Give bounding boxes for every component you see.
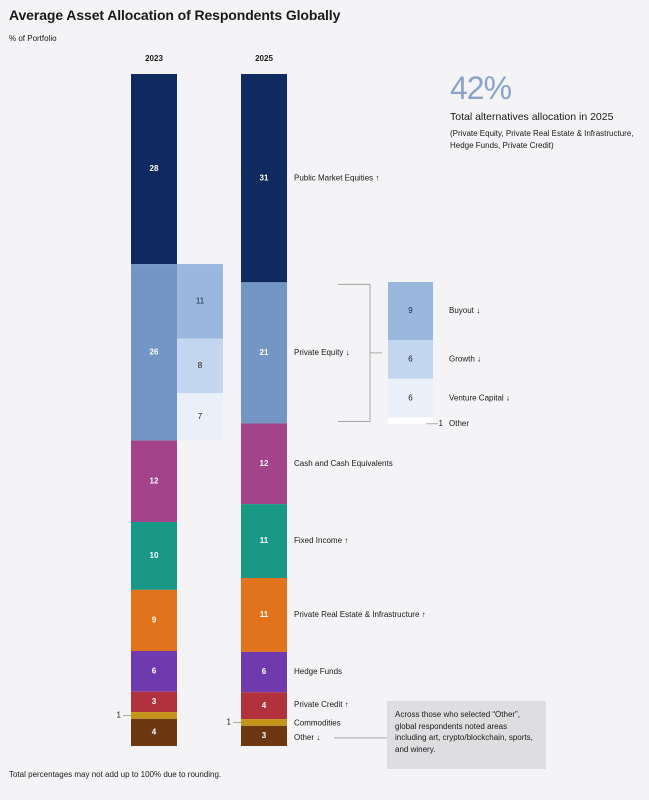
chart-title: Average Asset Allocation of Respondents … [9,7,341,23]
data-label-2025-commodities: 1 [227,718,232,727]
breakdown-label-2023-buyout: 11 [196,297,205,306]
breakdown-category-2025-buyout: Buyout ↓ [449,306,480,315]
breakdown-category-2025-venture-capital: Venture Capital ↓ [449,393,510,402]
headline-note: (Private Equity, Private Real Estate & I… [450,129,634,150]
category-label-cash-and-cash-equivalents: Cash and Cash Equivalents [294,459,393,468]
data-label-2025-fixed-income: 11 [260,536,269,545]
data-label-2023-fixed-income: 10 [150,551,159,560]
breakdown-2023-venture-capital [177,393,223,441]
category-label-private-real-estate-and-infrastructure: Private Real Estate & Infrastructure ↑ [294,610,426,619]
footnote: Total percentages may not add up to 100%… [9,770,222,779]
data-label-2023-hedge-funds: 6 [152,666,157,675]
bar-2025-hedge-funds [241,651,287,693]
bar-2025-private-credit [241,692,287,720]
breakdown-label-2023-growth: 8 [198,361,203,370]
bar-2023-other [131,718,177,746]
bar-2025-public-market-equities [241,74,287,283]
bar-2023-fixed-income [131,522,177,590]
data-label-2023-other: 4 [152,728,157,737]
data-label-2023-private-equity: 26 [150,347,159,356]
breakdown-2023-growth [177,338,223,394]
breakdown-label-2025-growth: 6 [408,355,413,364]
data-label-2023-cash-and-cash-equivalents: 12 [150,476,159,485]
data-label-2023-private-real-estate-and-infrastructure: 9 [152,616,157,625]
category-label-commodities: Commodities [294,719,341,728]
bar-2023-commodities [131,712,177,719]
bar-2025-private-real-estate-and-infrastructure [241,578,287,652]
bar-2023-private-equity [131,264,177,441]
breakdown-2023-buyout [177,264,223,339]
headline-value: 42% [450,70,512,106]
column-header-2025: 2025 [255,54,273,63]
breakdown-2025-venture-capital [388,378,433,418]
data-label-2025-other: 3 [262,731,267,740]
category-label-private-equity: Private Equity ↓ [294,348,350,357]
breakdown-2025-buyout [388,282,433,341]
breakdown-2025-growth [388,340,433,379]
data-label-2023-commodities: 1 [117,711,122,720]
category-label-fixed-income: Fixed Income ↑ [294,536,348,545]
bar-2023-hedge-funds [131,650,177,692]
column-header-2023: 2023 [145,54,163,63]
breakdown-label-2025-buyout: 9 [408,306,413,315]
data-label-2025-private-real-estate-and-infrastructure: 11 [260,610,269,619]
bar-2023-cash-and-cash-equivalents [131,440,177,522]
data-label-2025-public-market-equities: 31 [260,173,269,182]
breakdown-2025-other [388,417,433,424]
bar-2023-private-credit [131,691,177,713]
bar-2025-other [241,725,287,746]
bar-2025-fixed-income [241,504,287,578]
data-label-2025-hedge-funds: 6 [262,667,267,676]
breakdown-label-2023-venture-capital: 7 [198,412,203,421]
category-label-private-credit: Private Credit ↑ [294,700,349,709]
data-label-2023-private-credit: 3 [152,697,157,706]
bar-2023-private-real-estate-and-infrastructure [131,589,177,651]
category-label-other: Other ↓ [294,733,320,742]
bar-2025-private-equity [241,282,287,424]
breakdown-category-2025-growth: Growth ↓ [449,355,481,364]
data-label-2025-cash-and-cash-equivalents: 12 [260,459,269,468]
breakdown-label-2025-venture-capital: 6 [408,393,413,402]
other-note-box: Across those who selected “Other”, globa… [387,701,546,769]
headline-label: Total alternatives allocation in 2025 [450,111,614,123]
bar-2025-cash-and-cash-equivalents [241,423,287,505]
data-label-2025-private-credit: 4 [262,701,267,710]
data-label-2023-public-market-equities: 28 [150,164,159,173]
category-label-public-market-equities: Public Market Equities ↑ [294,173,379,182]
category-label-hedge-funds: Hedge Funds [294,667,342,676]
bar-2025-commodities [241,719,287,726]
bar-2023-public-market-equities [131,74,177,265]
breakdown-category-2025-other-other: Other [449,419,469,428]
chart-subtitle: % of Portfolio [9,34,57,43]
data-label-2025-private-equity: 21 [260,348,269,357]
breakdown-label-2025-other-other: 1 [439,419,444,428]
